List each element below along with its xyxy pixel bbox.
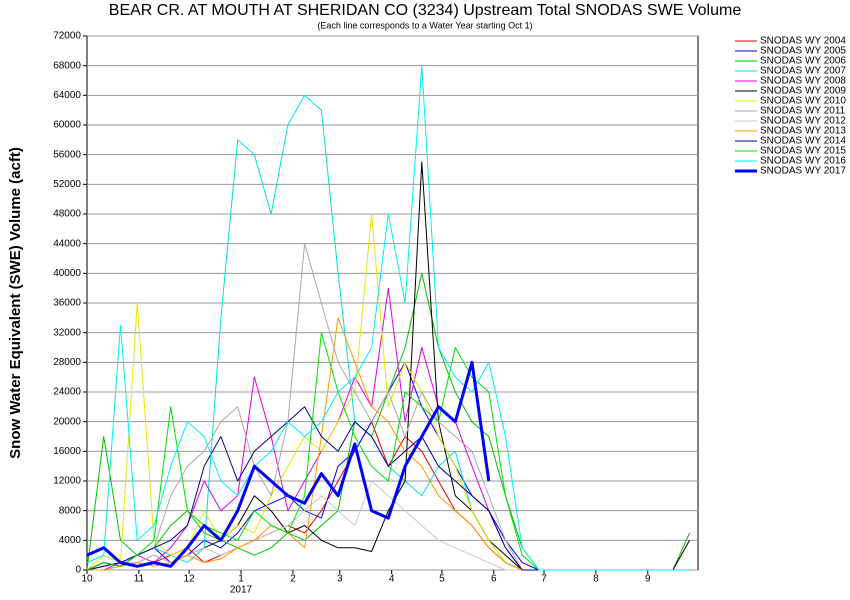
year-label: 2017 — [230, 585, 253, 596]
series-line — [86, 360, 491, 568]
chart-subtitle: (Each line corresponds to a Water Year s… — [317, 20, 532, 30]
legend-label: SNODAS WY 2008 — [760, 76, 846, 87]
legend-label: SNODAS WY 2006 — [760, 56, 846, 67]
legend-label: SNODAS WY 2004 — [760, 36, 846, 47]
y-tick-label: 72000 — [53, 31, 81, 42]
x-tick-label: 5 — [439, 574, 445, 585]
y-tick-label: 56000 — [53, 149, 81, 160]
x-tick-label: 11 — [134, 574, 145, 585]
legend-label: SNODAS WY 2012 — [760, 116, 846, 127]
legend-label: SNODAS WY 2016 — [760, 156, 846, 167]
y-tick-label: 48000 — [53, 209, 81, 220]
y-tick-label: 68000 — [53, 60, 81, 71]
y-tick-label: 64000 — [53, 90, 81, 101]
y-tick-label: 8000 — [59, 505, 82, 516]
x-tick-label: 3 — [337, 574, 343, 585]
legend-label: SNODAS WY 2005 — [760, 46, 846, 57]
series-line — [86, 65, 690, 571]
y-tick-label: 60000 — [53, 120, 81, 131]
x-tick-label: 8 — [593, 574, 599, 585]
y-tick-label: 52000 — [53, 179, 81, 190]
x-tick-label: 10 — [81, 574, 93, 585]
x-tick-label: 12 — [184, 574, 196, 585]
legend-label: SNODAS WY 2010 — [760, 96, 846, 107]
y-tick-label: 44000 — [53, 238, 81, 249]
y-tick-label: 32000 — [53, 327, 81, 338]
legend-label: SNODAS WY 2013 — [760, 126, 846, 137]
x-tick-label: 6 — [491, 574, 497, 585]
legend-label: SNODAS WY 2009 — [760, 86, 846, 97]
y-tick-label: 20000 — [53, 416, 81, 427]
legend-label: SNODAS WY 2011 — [760, 106, 846, 117]
legend-label: SNODAS WY 2015 — [760, 146, 846, 157]
legend-label: SNODAS WY 2017 — [760, 166, 846, 177]
y-axis-label: Snow Water Equivalent (SWE) Volume (acft… — [7, 147, 24, 459]
chart-title: BEAR CR. AT MOUTH AT SHERIDAN CO (3234) … — [109, 2, 742, 19]
y-tick-label: 40000 — [53, 268, 81, 279]
x-tick-label: 9 — [645, 574, 651, 585]
x-tick-label: 1 — [238, 574, 244, 585]
x-tick-label: 4 — [389, 574, 395, 585]
x-tick-label: 2 — [290, 574, 296, 585]
y-tick-label: 16000 — [53, 446, 81, 457]
legend-label: SNODAS WY 2007 — [760, 66, 846, 77]
y-tick-label: 28000 — [53, 357, 81, 368]
y-tick-label: 4000 — [59, 535, 82, 546]
y-tick-label: 12000 — [53, 476, 81, 487]
x-tick-label: 7 — [541, 574, 547, 585]
legend-label: SNODAS WY 2014 — [760, 136, 846, 147]
y-tick-label: 0 — [75, 565, 81, 576]
y-tick-label: 36000 — [53, 298, 81, 309]
y-tick-label: 24000 — [53, 387, 81, 398]
